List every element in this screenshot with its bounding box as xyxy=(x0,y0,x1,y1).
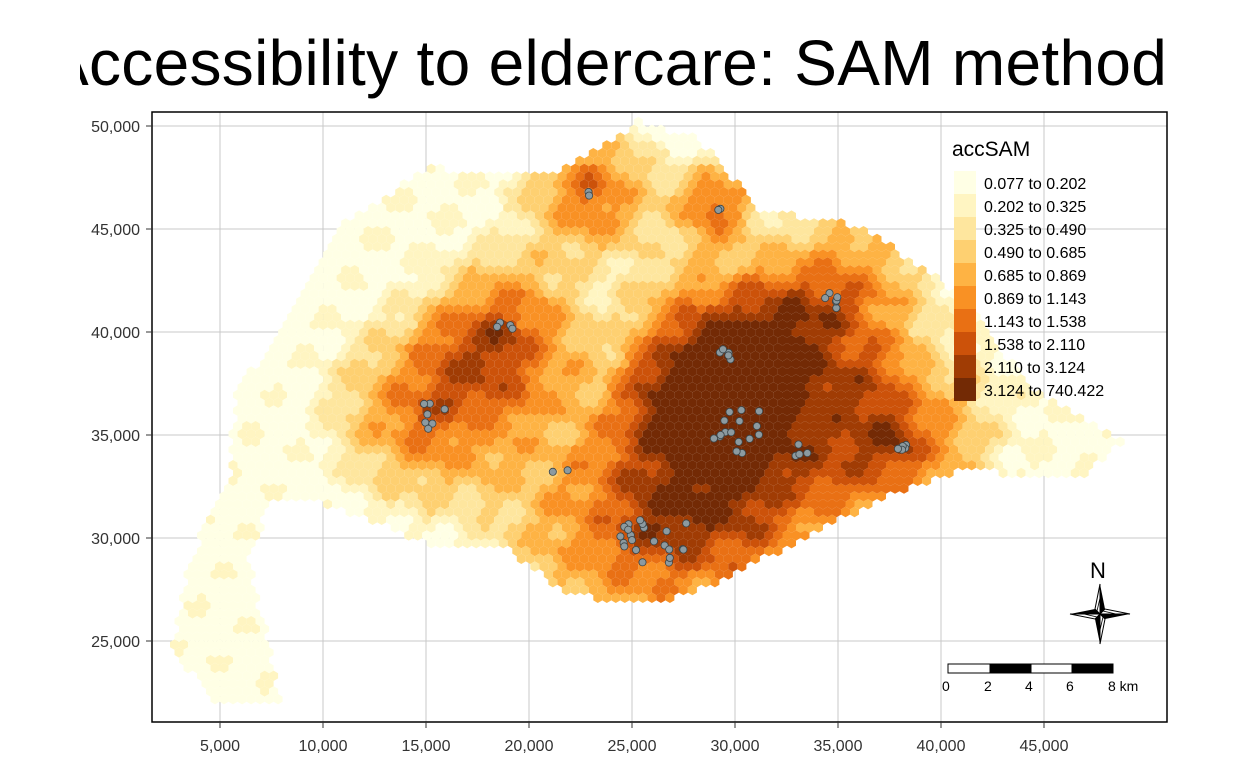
map-title-container: Accessibility to eldercare: SAM method xyxy=(0,18,1168,108)
north-label: N xyxy=(1090,558,1106,583)
scale-bar: 0 2 4 6 8 km xyxy=(942,663,1138,694)
hexagon-layer xyxy=(170,116,1125,705)
legend-swatch xyxy=(954,309,976,332)
scale-label-0: 0 xyxy=(942,678,950,694)
x-tick-label: 15,000 xyxy=(402,738,451,755)
x-tick-label: 45,000 xyxy=(1020,738,1069,755)
legend-swatch xyxy=(954,355,976,378)
legend-swatch xyxy=(954,286,976,309)
legend-label: 3.124 to 740.422 xyxy=(984,383,1104,400)
map-frame xyxy=(151,111,1168,723)
x-tick-label: 25,000 xyxy=(608,738,657,755)
scale-label-2: 2 xyxy=(984,678,992,694)
legend-swatch xyxy=(954,263,976,286)
x-axis: 5,000 10,000 15,000 20,000 25,000 30,000 35,00… xyxy=(200,722,1069,755)
y-tick-label: 45,000 xyxy=(91,222,140,239)
legend-title: accSAM xyxy=(952,138,1030,161)
x-tick-label: 5,000 xyxy=(200,738,240,755)
legend-label: 1.538 to 2.110 xyxy=(984,337,1085,354)
north-arrow: N xyxy=(1069,558,1131,645)
x-tick-label: 40,000 xyxy=(917,738,966,755)
x-tick-label: 10,000 xyxy=(299,738,348,755)
scale-label-8km: 8 km xyxy=(1108,678,1138,694)
legend-label: 1.143 to 1.538 xyxy=(984,314,1086,331)
legend-label: 0.685 to 0.869 xyxy=(984,268,1086,285)
y-tick-label: 25,000 xyxy=(91,634,140,651)
legend-label: 2.110 to 3.124 xyxy=(984,360,1085,377)
y-tick-label: 50,000 xyxy=(91,119,140,136)
legend-swatch xyxy=(954,332,976,355)
legend-label: 0.325 to 0.490 xyxy=(984,222,1086,239)
y-tick-label: 35,000 xyxy=(91,428,140,445)
eldercare-points xyxy=(420,187,911,567)
legend-swatch xyxy=(954,378,976,401)
scale-label-6: 6 xyxy=(1066,678,1074,694)
map-title: Accessibility to eldercare: SAM method xyxy=(46,27,1168,99)
x-tick-label: 20,000 xyxy=(505,738,554,755)
legend-label: 0.490 to 0.685 xyxy=(984,245,1086,262)
y-axis: 25,000 30,000 35,000 40,000 45,000 50,000 xyxy=(91,119,152,651)
legend-label: 0.202 to 0.325 xyxy=(984,199,1086,216)
legend-swatch xyxy=(954,240,976,263)
compass-north-icon xyxy=(1100,584,1105,614)
legend-swatch xyxy=(954,217,976,240)
legend-label: 0.869 to 1.143 xyxy=(984,291,1086,308)
legend-label: 0.077 to 0.202 xyxy=(984,176,1086,193)
legend: 0.077 to 0.202 0.202 to 0.325 0.325 to 0.4… xyxy=(954,171,1104,401)
y-tick-label: 30,000 xyxy=(91,531,140,548)
x-tick-label: 35,000 xyxy=(814,738,863,755)
legend-swatch xyxy=(954,194,976,217)
x-tick-label: 30,000 xyxy=(711,738,760,755)
y-tick-label: 40,000 xyxy=(91,325,140,342)
scale-label-4: 4 xyxy=(1025,678,1033,694)
legend-swatch xyxy=(954,171,976,194)
